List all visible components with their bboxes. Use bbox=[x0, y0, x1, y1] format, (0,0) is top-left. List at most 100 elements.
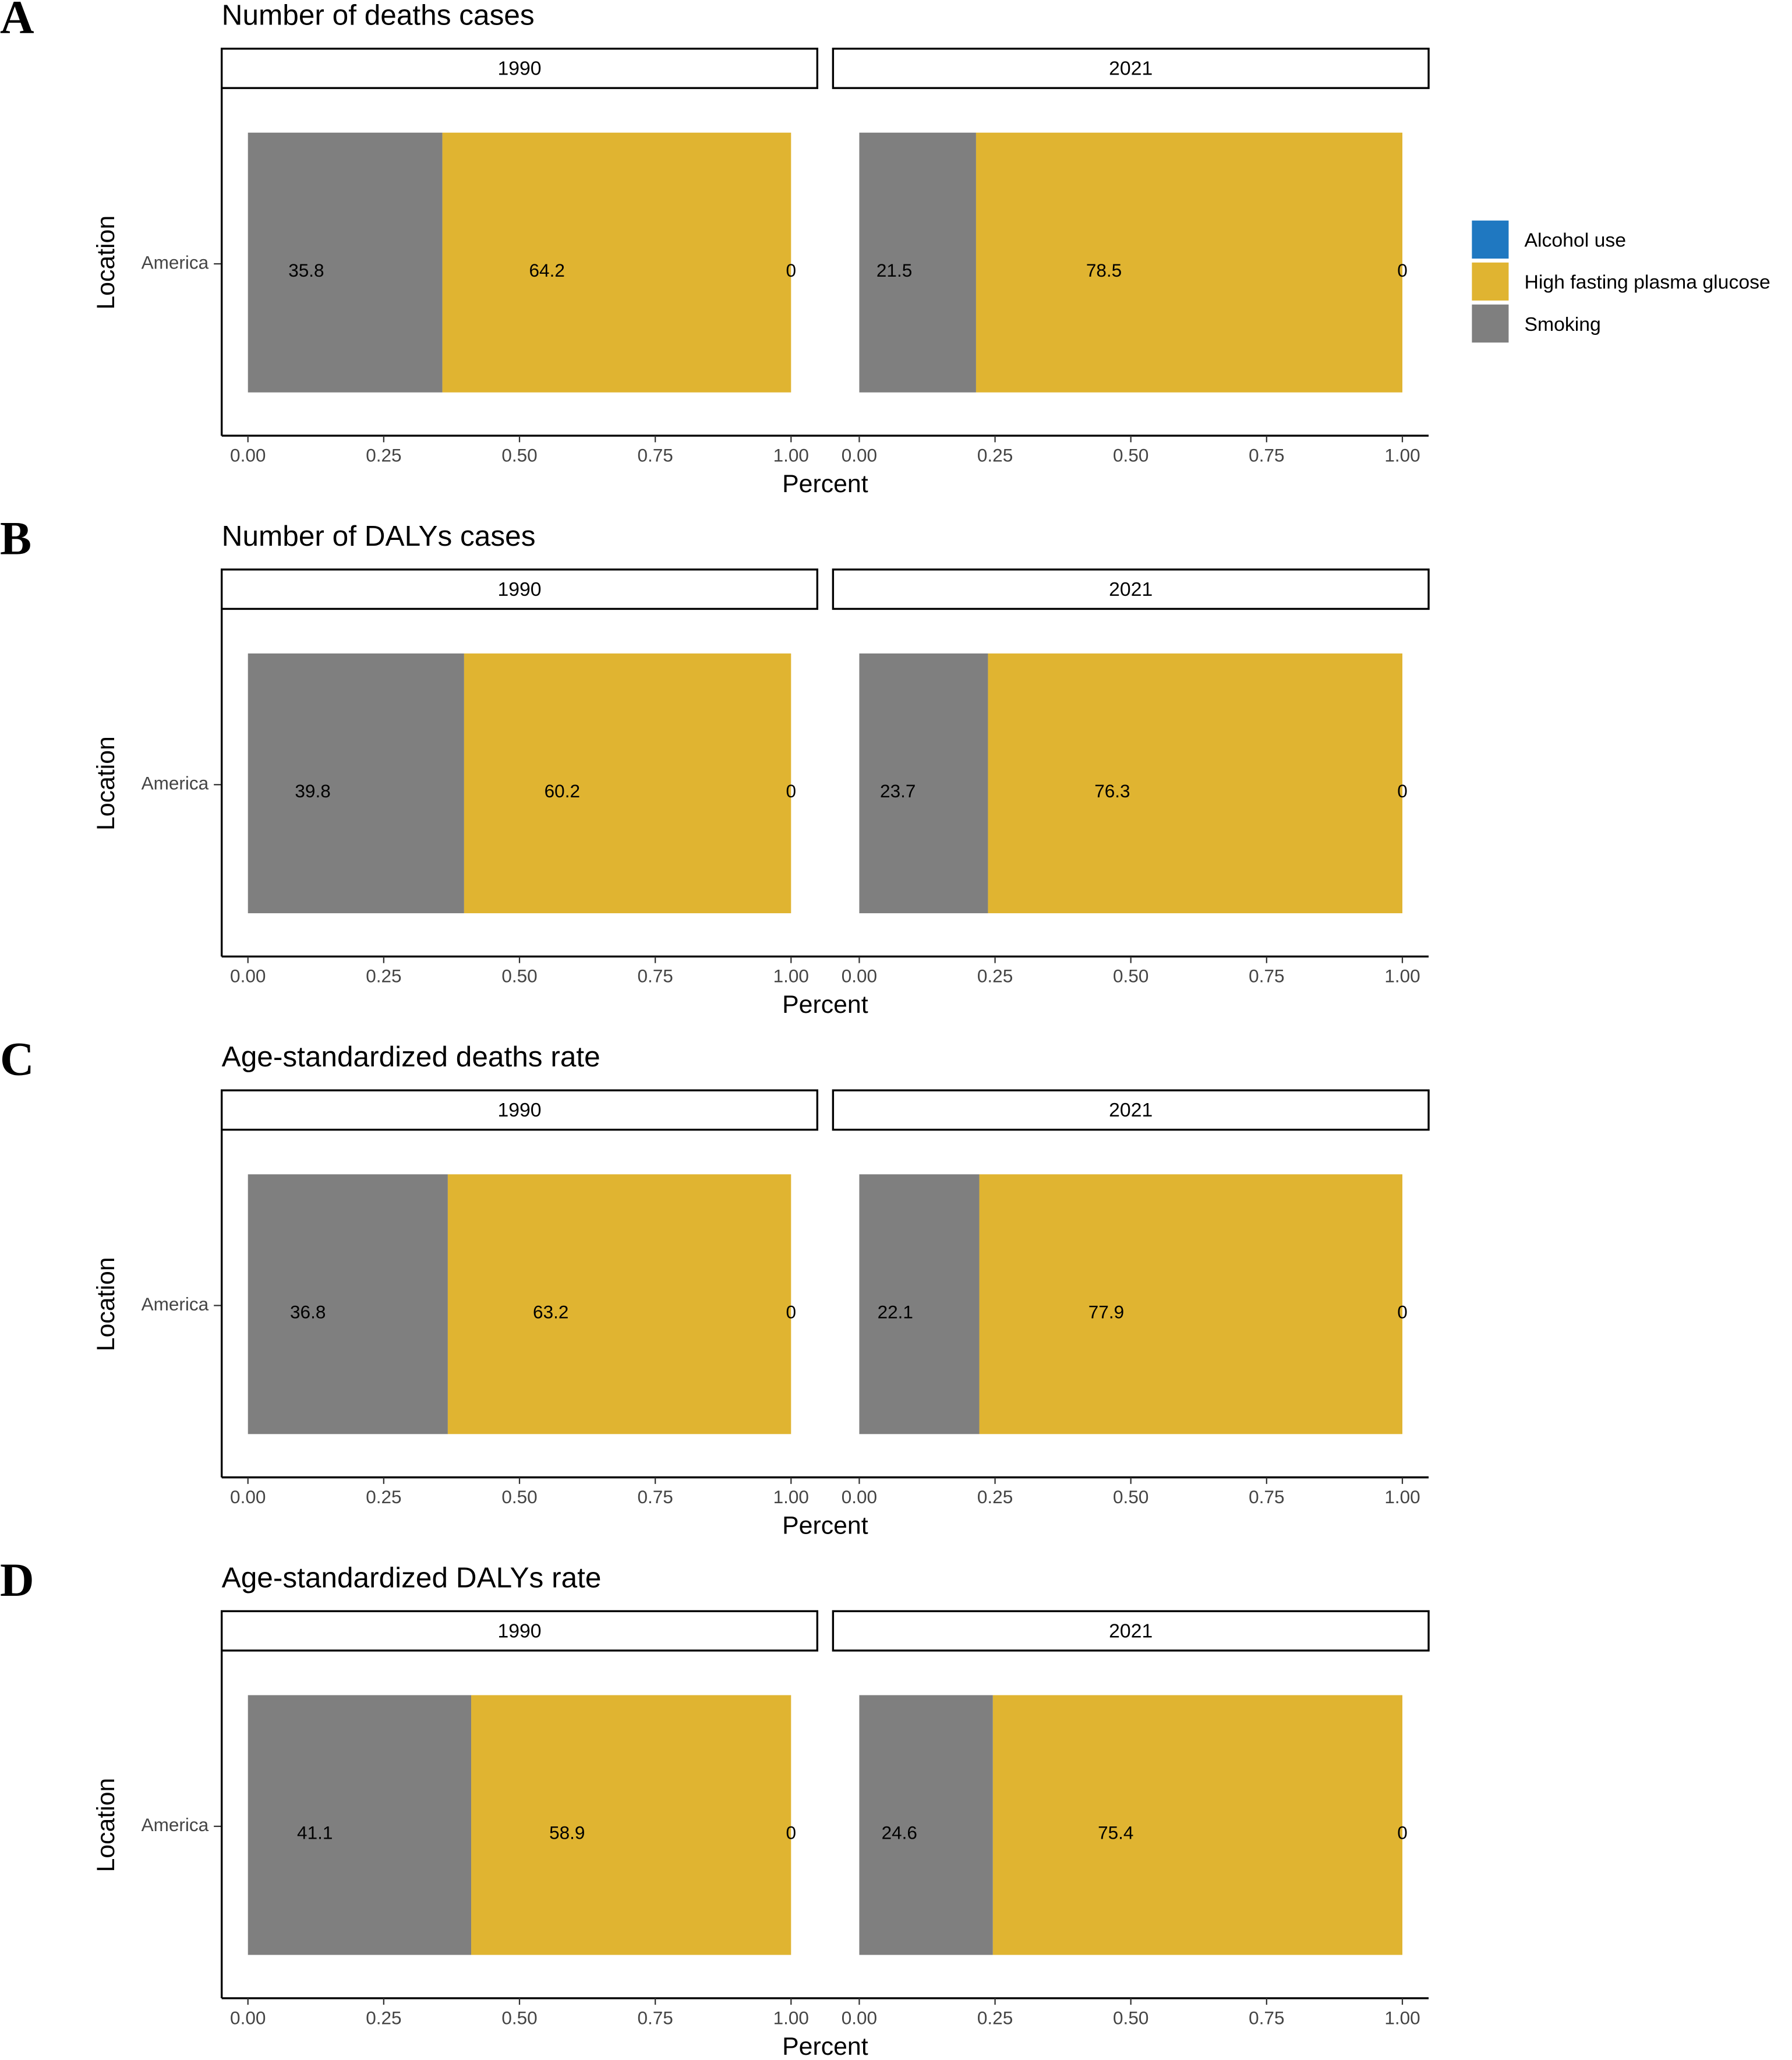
x-axis-title: Percent bbox=[782, 470, 868, 498]
x-tick-label: 0.25 bbox=[366, 1486, 401, 1507]
bar-segment bbox=[248, 1695, 472, 1955]
x-tick-label: 0.50 bbox=[501, 444, 537, 465]
x-tick-label: 0.50 bbox=[1113, 2007, 1148, 2028]
panel-letter: A bbox=[0, 0, 34, 44]
value-label: 0 bbox=[1397, 1822, 1408, 1843]
value-label: 41.1 bbox=[297, 1822, 333, 1843]
x-tick-label: 0.75 bbox=[637, 966, 673, 987]
y-axis-title: Location bbox=[92, 215, 120, 310]
bar-segment bbox=[248, 653, 464, 914]
y-tick-label: America bbox=[142, 1294, 209, 1315]
value-label: 39.8 bbox=[295, 780, 330, 801]
x-axis-title: Percent bbox=[782, 991, 868, 1019]
x-axis-title: Percent bbox=[782, 2033, 868, 2060]
bar-segment bbox=[442, 132, 791, 393]
x-tick-label: 1.00 bbox=[773, 2007, 809, 2028]
y-axis-title: Location bbox=[92, 1257, 120, 1351]
strip bbox=[832, 1089, 1430, 1131]
x-tick-label: 0.00 bbox=[230, 1486, 266, 1507]
y-tick-label: America bbox=[142, 1814, 209, 1835]
strip-label: 1990 bbox=[497, 1620, 541, 1642]
bar-segment bbox=[447, 1174, 791, 1434]
value-label: 77.9 bbox=[1088, 1301, 1124, 1322]
x-tick-label: 0.75 bbox=[637, 2007, 673, 2028]
value-label: 22.1 bbox=[878, 1301, 913, 1322]
bar-segment bbox=[979, 1174, 1402, 1434]
x-tick-label: 0.00 bbox=[230, 2007, 266, 2028]
legend-label: High fasting plasma glucose bbox=[1524, 271, 1770, 294]
x-tick-label: 0.75 bbox=[1249, 2007, 1284, 2028]
x-tick-label: 1.00 bbox=[773, 966, 809, 987]
x-tick-label: 1.00 bbox=[1384, 444, 1420, 465]
value-label: 58.9 bbox=[549, 1822, 585, 1843]
strip bbox=[220, 1089, 819, 1131]
value-label: 0 bbox=[786, 260, 797, 281]
bar-segment bbox=[859, 1695, 993, 1955]
x-tick-label: 0.00 bbox=[230, 966, 266, 987]
strip bbox=[832, 1610, 1430, 1652]
value-label: 64.2 bbox=[529, 260, 565, 281]
y-axis-title: Location bbox=[92, 1778, 120, 1872]
value-label: 0 bbox=[786, 780, 797, 801]
strip bbox=[220, 568, 819, 610]
bar-segment bbox=[988, 653, 1402, 914]
x-tick-label: 0.25 bbox=[977, 444, 1013, 465]
x-tick-label: 0.25 bbox=[977, 1486, 1013, 1507]
value-label: 0 bbox=[786, 1822, 797, 1843]
panel-letter: C bbox=[0, 1033, 34, 1086]
legend-key bbox=[1472, 220, 1509, 259]
strip bbox=[220, 47, 819, 89]
strip-label: 1990 bbox=[497, 1099, 541, 1121]
x-tick-label: 1.00 bbox=[773, 444, 809, 465]
bar-segment bbox=[464, 653, 791, 914]
x-tick-label: 0.25 bbox=[366, 444, 401, 465]
x-tick-label: 0.50 bbox=[501, 1486, 537, 1507]
y-axis-title: Location bbox=[92, 736, 120, 831]
chart-title: Number of DALYs cases bbox=[222, 520, 536, 552]
bar-segment bbox=[248, 132, 443, 393]
x-tick-label: 0.00 bbox=[842, 966, 877, 987]
y-tick-label: America bbox=[142, 773, 209, 794]
value-label: 60.2 bbox=[545, 780, 580, 801]
x-tick-label: 1.00 bbox=[1384, 966, 1420, 987]
value-label: 0 bbox=[1397, 1301, 1408, 1322]
legend-label: Alcohol use bbox=[1524, 229, 1626, 252]
x-axis-title: Percent bbox=[782, 1512, 868, 1540]
x-tick-label: 0.50 bbox=[1113, 444, 1148, 465]
x-tick-label: 0.25 bbox=[366, 2007, 401, 2028]
x-tick-label: 1.00 bbox=[773, 1486, 809, 1507]
legend-key bbox=[1472, 262, 1509, 301]
bar-segment bbox=[859, 132, 976, 393]
value-label: 23.7 bbox=[880, 780, 916, 801]
x-tick-label: 0.25 bbox=[977, 2007, 1013, 2028]
strip-label: 1990 bbox=[497, 58, 541, 80]
value-label: 75.4 bbox=[1098, 1822, 1133, 1843]
value-label: 78.5 bbox=[1086, 260, 1122, 281]
value-label: 0 bbox=[1397, 780, 1408, 801]
x-tick-label: 0.50 bbox=[501, 966, 537, 987]
bar-segment bbox=[248, 1174, 448, 1434]
x-tick-label: 0.25 bbox=[977, 966, 1013, 987]
strip-label: 2021 bbox=[1109, 578, 1153, 600]
strip-label: 2021 bbox=[1109, 58, 1153, 80]
strip-label: 2021 bbox=[1109, 1099, 1153, 1121]
x-tick-label: 0.75 bbox=[1249, 966, 1284, 987]
strip-label: 1990 bbox=[497, 578, 541, 600]
strip bbox=[832, 47, 1430, 89]
x-tick-label: 0.50 bbox=[1113, 966, 1148, 987]
value-label: 36.8 bbox=[290, 1301, 326, 1322]
chart-title: Age-standardized deaths rate bbox=[222, 1040, 600, 1073]
chart-title: Age-standardized DALYs rate bbox=[222, 1561, 602, 1593]
x-tick-label: 0.50 bbox=[501, 2007, 537, 2028]
value-label: 21.5 bbox=[876, 260, 912, 281]
bar-segment bbox=[859, 1174, 980, 1434]
value-label: 63.2 bbox=[533, 1301, 568, 1322]
value-label: 24.6 bbox=[882, 1822, 917, 1843]
x-tick-label: 0.00 bbox=[842, 1486, 877, 1507]
legend-label: Smoking bbox=[1524, 313, 1600, 335]
x-tick-label: 1.00 bbox=[1384, 1486, 1420, 1507]
strip-label: 2021 bbox=[1109, 1620, 1153, 1642]
x-tick-label: 1.00 bbox=[1384, 2007, 1420, 2028]
x-tick-label: 0.00 bbox=[842, 2007, 877, 2028]
